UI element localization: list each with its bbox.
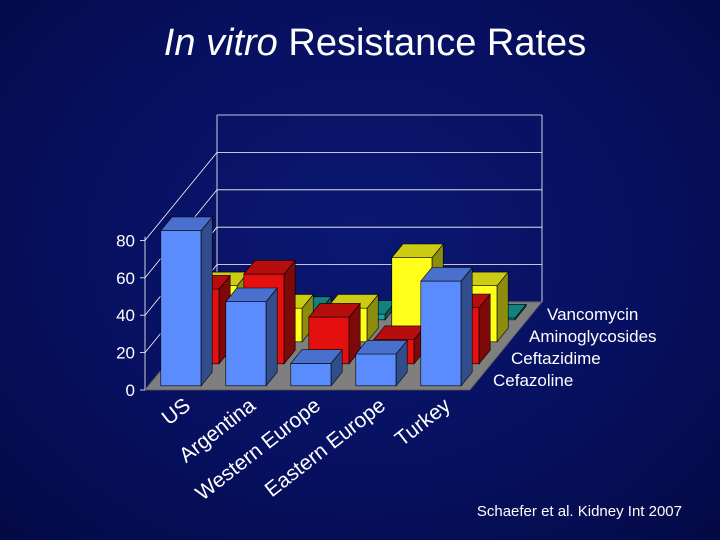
category-label: US (158, 394, 195, 430)
bar-top (243, 260, 296, 275)
bar-cefazoline-turkey (420, 266, 473, 387)
bar-side (265, 287, 278, 387)
y-tick-label: 60 (116, 269, 135, 288)
bar-front (290, 363, 332, 387)
bar-side (460, 266, 473, 387)
bar-cefazoline-eastern-europe (355, 339, 408, 387)
category-label: Turkey (391, 394, 456, 451)
y-tick-label: 0 (126, 381, 135, 400)
bar-front (420, 280, 462, 387)
bar-front (355, 353, 397, 387)
bar-top (420, 267, 473, 282)
series-label: Ceftazidime (511, 349, 601, 368)
bar-top (160, 216, 213, 231)
series-label: Cefazoline (493, 371, 573, 390)
category-label: Eastern Europe (261, 394, 390, 502)
bar-top (225, 287, 278, 303)
y-tick-label: 40 (116, 306, 135, 325)
bar-side (200, 216, 213, 387)
bar-top (391, 243, 444, 259)
y-tick-label: 20 (116, 344, 135, 363)
slide-title: In vitro Resistance Rates (0, 22, 720, 65)
title-italic: In vitro (163, 22, 278, 64)
title-main: Resistance Rates (288, 22, 587, 64)
citation: Schaefer et al. Kidney Int 2007 (476, 503, 682, 520)
bar-side (283, 259, 296, 365)
bar-top (355, 340, 408, 355)
bar-top (308, 303, 361, 318)
bar-cefazoline-western-europe (290, 348, 343, 387)
series-label: Vancomycin (547, 305, 638, 324)
bar-cefazoline-us (160, 216, 213, 387)
bar-front (160, 230, 202, 387)
bar-top (290, 349, 343, 364)
y-tick-label: 80 (116, 231, 135, 250)
bar-front (225, 301, 267, 387)
bar-cefazoline-argentina (225, 287, 278, 387)
series-label: Aminoglycosides (529, 327, 657, 346)
